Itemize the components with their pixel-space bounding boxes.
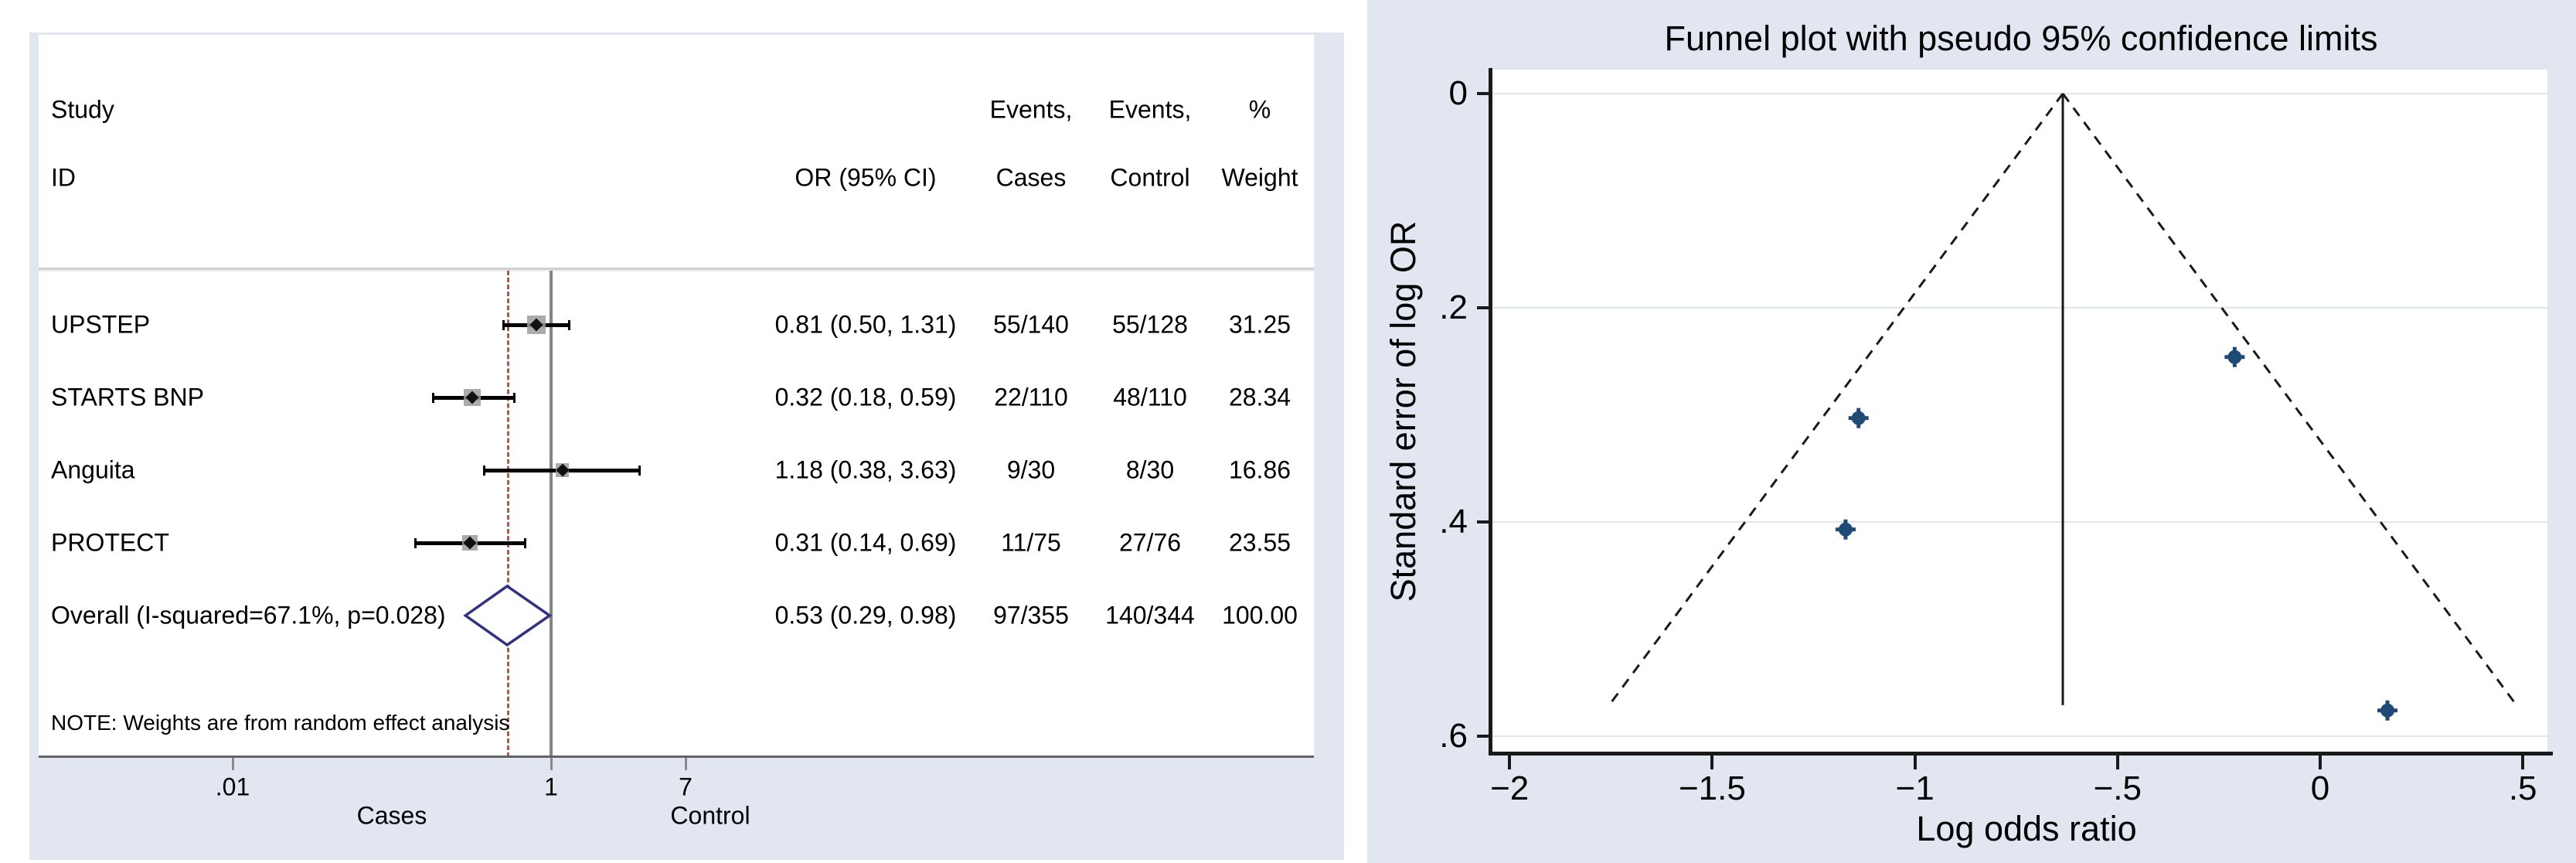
funnel-y-tick	[1477, 306, 1491, 309]
forest-overall-or-text: 0.53 (0.29, 0.98)	[774, 601, 957, 629]
forest-null-line	[550, 271, 553, 757]
forest-ci-cap-left	[483, 465, 486, 476]
funnel-x-tick	[1508, 756, 1512, 769]
funnel-x-tick-label: −1.5	[1678, 769, 1746, 807]
forest-row-or-text: 0.31 (0.14, 0.69)	[774, 528, 957, 557]
forest-note: NOTE: Weights are from random effect ana…	[51, 711, 510, 735]
forest-overall-dashed-line	[507, 271, 509, 757]
forest-row-or-text: 1.18 (0.38, 3.63)	[774, 455, 957, 484]
forest-row-cases-text: 9/30	[1006, 455, 1056, 484]
forest-ci-cap-left	[502, 319, 505, 330]
forest-row-control-text: 55/128	[1112, 310, 1188, 339]
funnel-x-tick	[2115, 756, 2119, 769]
funnel-y-tick-label: .4	[1439, 503, 1468, 541]
forest-plot-area	[39, 35, 1314, 757]
forest-col-control-line1: Events,	[1108, 95, 1192, 124]
funnel-x-tick	[1913, 756, 1917, 769]
forest-overall-weight-text: 100.00	[1222, 601, 1298, 629]
forest-row-weight-text: 28.34	[1228, 383, 1291, 411]
funnel-plot-area	[1491, 70, 2547, 753]
forest-row-control-text: 8/30	[1125, 455, 1175, 484]
funnel-x-tick-label: −.5	[2093, 769, 2142, 807]
forest-col-cases-line2: Cases	[995, 163, 1067, 192]
forest-col-study-line1: Study	[51, 95, 114, 124]
funnel-x-tick	[2521, 756, 2525, 769]
funnel-gridline	[1491, 521, 2547, 523]
funnel-x-tick-label: −2	[1490, 769, 1530, 807]
forest-ci-cap-right	[638, 465, 641, 476]
forest-row-or-text: 0.81 (0.50, 1.31)	[774, 310, 957, 339]
funnel-y-tick-label: 0	[1448, 74, 1468, 112]
forest-row-label: PROTECT	[51, 528, 169, 557]
funnel-data-point	[2224, 346, 2245, 367]
forest-axis-line	[39, 756, 1314, 758]
funnel-gridline	[1491, 307, 2547, 309]
funnel-pseudo-ci-left	[1608, 93, 2064, 706]
forest-axis-tick-label: 1	[544, 773, 558, 801]
forest-col-weight-line2: Weight	[1221, 163, 1298, 192]
forest-row-or-text: 0.32 (0.18, 0.59)	[774, 383, 957, 411]
funnel-y-tick	[1477, 520, 1491, 524]
funnel-y-tick	[1477, 735, 1491, 738]
funnel-x-tick-label: 0	[2310, 769, 2330, 807]
forest-axis-tick	[550, 758, 553, 770]
forest-overall-control-text: 140/344	[1105, 601, 1195, 629]
forest-axis-label-control: Control	[670, 801, 750, 830]
funnel-x-axis-title: Log odds ratio	[1916, 809, 2137, 848]
forest-row-weight-text: 16.86	[1228, 455, 1291, 484]
funnel-x-tick	[1710, 756, 1714, 769]
forest-col-cases-line1: Events,	[989, 95, 1073, 124]
forest-row-label: STARTS BNP	[51, 383, 204, 411]
forest-header-separator	[39, 268, 1314, 270]
forest-ci-cap-left	[431, 392, 434, 403]
forest-ci-cap-left	[414, 537, 417, 548]
funnel-x-axis-line	[1489, 752, 2553, 756]
forest-ci-cap-right	[512, 392, 516, 403]
forest-ci-cap-right	[568, 319, 571, 330]
funnel-pseudo-ci-right	[2061, 93, 2518, 706]
forest-axis-label-cases: Cases	[356, 801, 427, 830]
forest-axis-tick-label: 7	[679, 773, 692, 801]
forest-axis-tick-label: .01	[215, 773, 250, 801]
forest-col-study-line2: ID	[51, 163, 76, 192]
forest-row-weight-text: 23.55	[1228, 528, 1291, 557]
forest-overall-label: Overall (I-squared=67.1%, p=0.028)	[51, 601, 446, 629]
forest-row-control-text: 27/76	[1118, 528, 1182, 557]
funnel-x-tick-label: −1	[1895, 769, 1935, 807]
forest-axis-tick	[684, 758, 687, 770]
funnel-y-axis-line	[1489, 68, 1492, 755]
funnel-data-point	[1848, 408, 1869, 428]
forest-row-cases-text: 55/140	[993, 310, 1069, 339]
funnel-data-point	[1835, 519, 1856, 540]
forest-row-label: UPSTEP	[51, 310, 151, 339]
forest-overall-cases-text: 97/355	[993, 601, 1069, 629]
funnel-gridline	[1491, 735, 2547, 737]
funnel-title: Funnel plot with pseudo 95% confidence l…	[1664, 19, 2378, 58]
forest-row-cases-text: 22/110	[994, 383, 1068, 411]
forest-row-label: Anguita	[51, 455, 135, 484]
forest-row-cases-text: 11/75	[1001, 528, 1061, 557]
funnel-y-tick-label: .6	[1439, 717, 1468, 755]
funnel-y-tick-label: .2	[1439, 288, 1468, 326]
forest-ci-cap-right	[523, 537, 526, 548]
forest-row-control-text: 48/110	[1113, 383, 1187, 411]
funnel-data-point	[2377, 700, 2398, 721]
forest-axis-tick	[231, 758, 234, 770]
funnel-gridline	[1491, 93, 2547, 94]
forest-row-weight-text: 31.25	[1228, 310, 1291, 339]
funnel-x-tick	[2319, 756, 2322, 769]
forest-col-control-line2: Control	[1110, 163, 1190, 192]
forest-col-or: OR (95% CI)	[795, 163, 937, 192]
funnel-x-tick-label: .5	[2508, 769, 2537, 807]
funnel-y-tick	[1477, 92, 1491, 95]
forest-col-weight-line1: %	[1248, 95, 1271, 124]
